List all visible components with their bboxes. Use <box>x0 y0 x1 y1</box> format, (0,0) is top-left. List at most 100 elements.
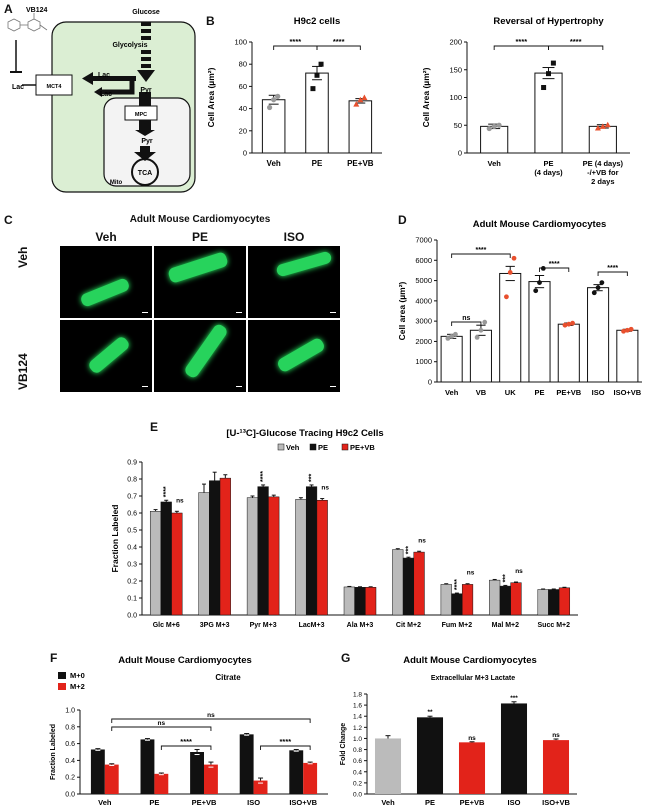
x-tick-label: LacM+3 <box>299 622 325 629</box>
y-tick-label: 0.2 <box>353 780 362 787</box>
x-tick-label-line: Succ M+2 <box>538 622 571 629</box>
bar <box>253 780 268 794</box>
column-header-pe: PE <box>191 230 208 244</box>
bar <box>440 584 452 616</box>
significance-label: **** <box>333 37 345 46</box>
x-tick-label-line: (4 days) <box>534 168 563 177</box>
y-tick-label: 0 <box>428 378 432 387</box>
bar <box>90 749 105 794</box>
significance-label: **** <box>180 737 192 746</box>
y-tick-label: 1000 <box>415 357 432 366</box>
tca-label: TCA <box>138 170 152 177</box>
chart-title: Adult Mouse Cardiomyocytes <box>118 655 252 666</box>
x-tick-label: PE <box>149 798 159 807</box>
data-point <box>474 334 480 340</box>
x-tick-label-line: PE+VB <box>556 388 581 397</box>
data-point <box>478 327 484 333</box>
bar <box>587 287 610 383</box>
bar <box>295 499 307 616</box>
x-tick-label-line: Cit M+2 <box>396 622 421 629</box>
legend-swatch <box>277 443 285 451</box>
data-point <box>507 270 513 275</box>
y-tick-label: 1.4 <box>353 714 362 721</box>
bar <box>499 272 522 383</box>
data-point <box>570 320 575 326</box>
y-tick-label: 0.7 <box>127 494 137 501</box>
data-point <box>511 255 517 261</box>
significance-bracket <box>493 45 549 50</box>
significance-label: ns <box>321 485 329 492</box>
x-tick-label: ISO+VB <box>289 798 317 807</box>
y-tick-label: 0.6 <box>127 511 137 518</box>
y-tick-label: 1.6 <box>353 703 362 710</box>
significance-label: ns <box>462 315 470 322</box>
bar <box>268 496 280 616</box>
significance-label: ns <box>176 497 184 504</box>
x-tick-label-line: Mal M+2 <box>492 622 520 629</box>
bar <box>374 738 402 794</box>
lac-extracellular-label: Lac <box>12 84 24 91</box>
x-tick-label-line: UK <box>505 388 516 397</box>
vb124-structure-icon <box>7 13 48 32</box>
pyr-cytosol-label: Pyr <box>140 87 152 94</box>
x-tick-label-line: LacM+3 <box>299 622 325 629</box>
data-point <box>591 290 597 296</box>
chart-citrate-labeling: 0.0 0.2 0.4 0.6 0.8 1.0 Fraction Labeled Adult … <box>50 655 328 807</box>
row-header-vb124: VB124 <box>16 353 30 390</box>
x-tick-label: Pyr M+3 <box>250 622 277 629</box>
x-tick-label: 3PG M+3 <box>200 622 230 629</box>
y-tick-label: 6000 <box>415 256 432 265</box>
x-tick-label-line: Veh <box>381 798 395 807</box>
significance-label: **** <box>163 486 170 497</box>
x-tick-label: ISO <box>247 798 260 807</box>
y-tick-label: 5000 <box>415 276 432 285</box>
x-tick-label-line: Ala M+3 <box>347 622 374 629</box>
significance-bracket <box>111 726 212 731</box>
y-tick-label: 0.8 <box>127 477 137 484</box>
data-point <box>453 331 458 337</box>
x-tick-label-line: 3PG M+3 <box>200 622 230 629</box>
bar <box>171 512 183 616</box>
significance-label: **** <box>607 265 618 272</box>
x-tick-label: PE <box>425 798 435 807</box>
significance-label: ns <box>515 568 523 575</box>
y-tick-label: 0.5 <box>127 528 137 535</box>
chart-reversal-hypertrophy: 0 50 100 150 200 Cell Area (µm²) Reversal of H… <box>421 16 630 186</box>
bar <box>257 486 269 616</box>
bar <box>458 742 486 794</box>
data-point <box>599 123 606 129</box>
x-tick-label-line: PE+VB <box>347 159 374 168</box>
panel-letter-e: E <box>150 420 159 434</box>
bar <box>343 586 355 616</box>
x-tick-label: Glc M+6 <box>153 622 180 629</box>
data-point <box>624 327 630 333</box>
y-tick-label: 4000 <box>415 296 432 305</box>
y-tick-label: 0 <box>243 149 247 158</box>
y-tick-label: 1.8 <box>353 692 362 699</box>
data-point <box>275 93 281 99</box>
y-tick-label: 3000 <box>415 317 432 326</box>
chart-title: Reversal of Hypertrophy <box>493 16 604 27</box>
x-tick-label: PE <box>534 388 544 397</box>
glycolysis-arrow <box>137 22 155 82</box>
bar <box>461 584 474 616</box>
legend-label: M+2 <box>70 682 85 691</box>
x-tick-label-line: Glc M+6 <box>153 622 180 629</box>
data-point <box>271 97 277 103</box>
bar <box>209 480 221 616</box>
x-tick-label-line: PE <box>312 159 323 168</box>
bar <box>303 762 318 794</box>
data-point <box>594 125 601 131</box>
significance-label: **** <box>570 37 582 46</box>
y-tick-label: 0.0 <box>353 792 362 799</box>
bar <box>365 587 377 616</box>
micrograph-vb124-veh <box>60 320 152 392</box>
data-point <box>445 335 451 341</box>
bar <box>451 593 463 616</box>
x-tick-label: PE+VB <box>347 159 374 168</box>
bar <box>348 100 373 154</box>
x-tick-label: UK <box>505 388 516 397</box>
panel-letter-g: G <box>341 651 351 665</box>
data-point <box>533 288 539 294</box>
micrograph-vb124-pe <box>154 320 246 392</box>
